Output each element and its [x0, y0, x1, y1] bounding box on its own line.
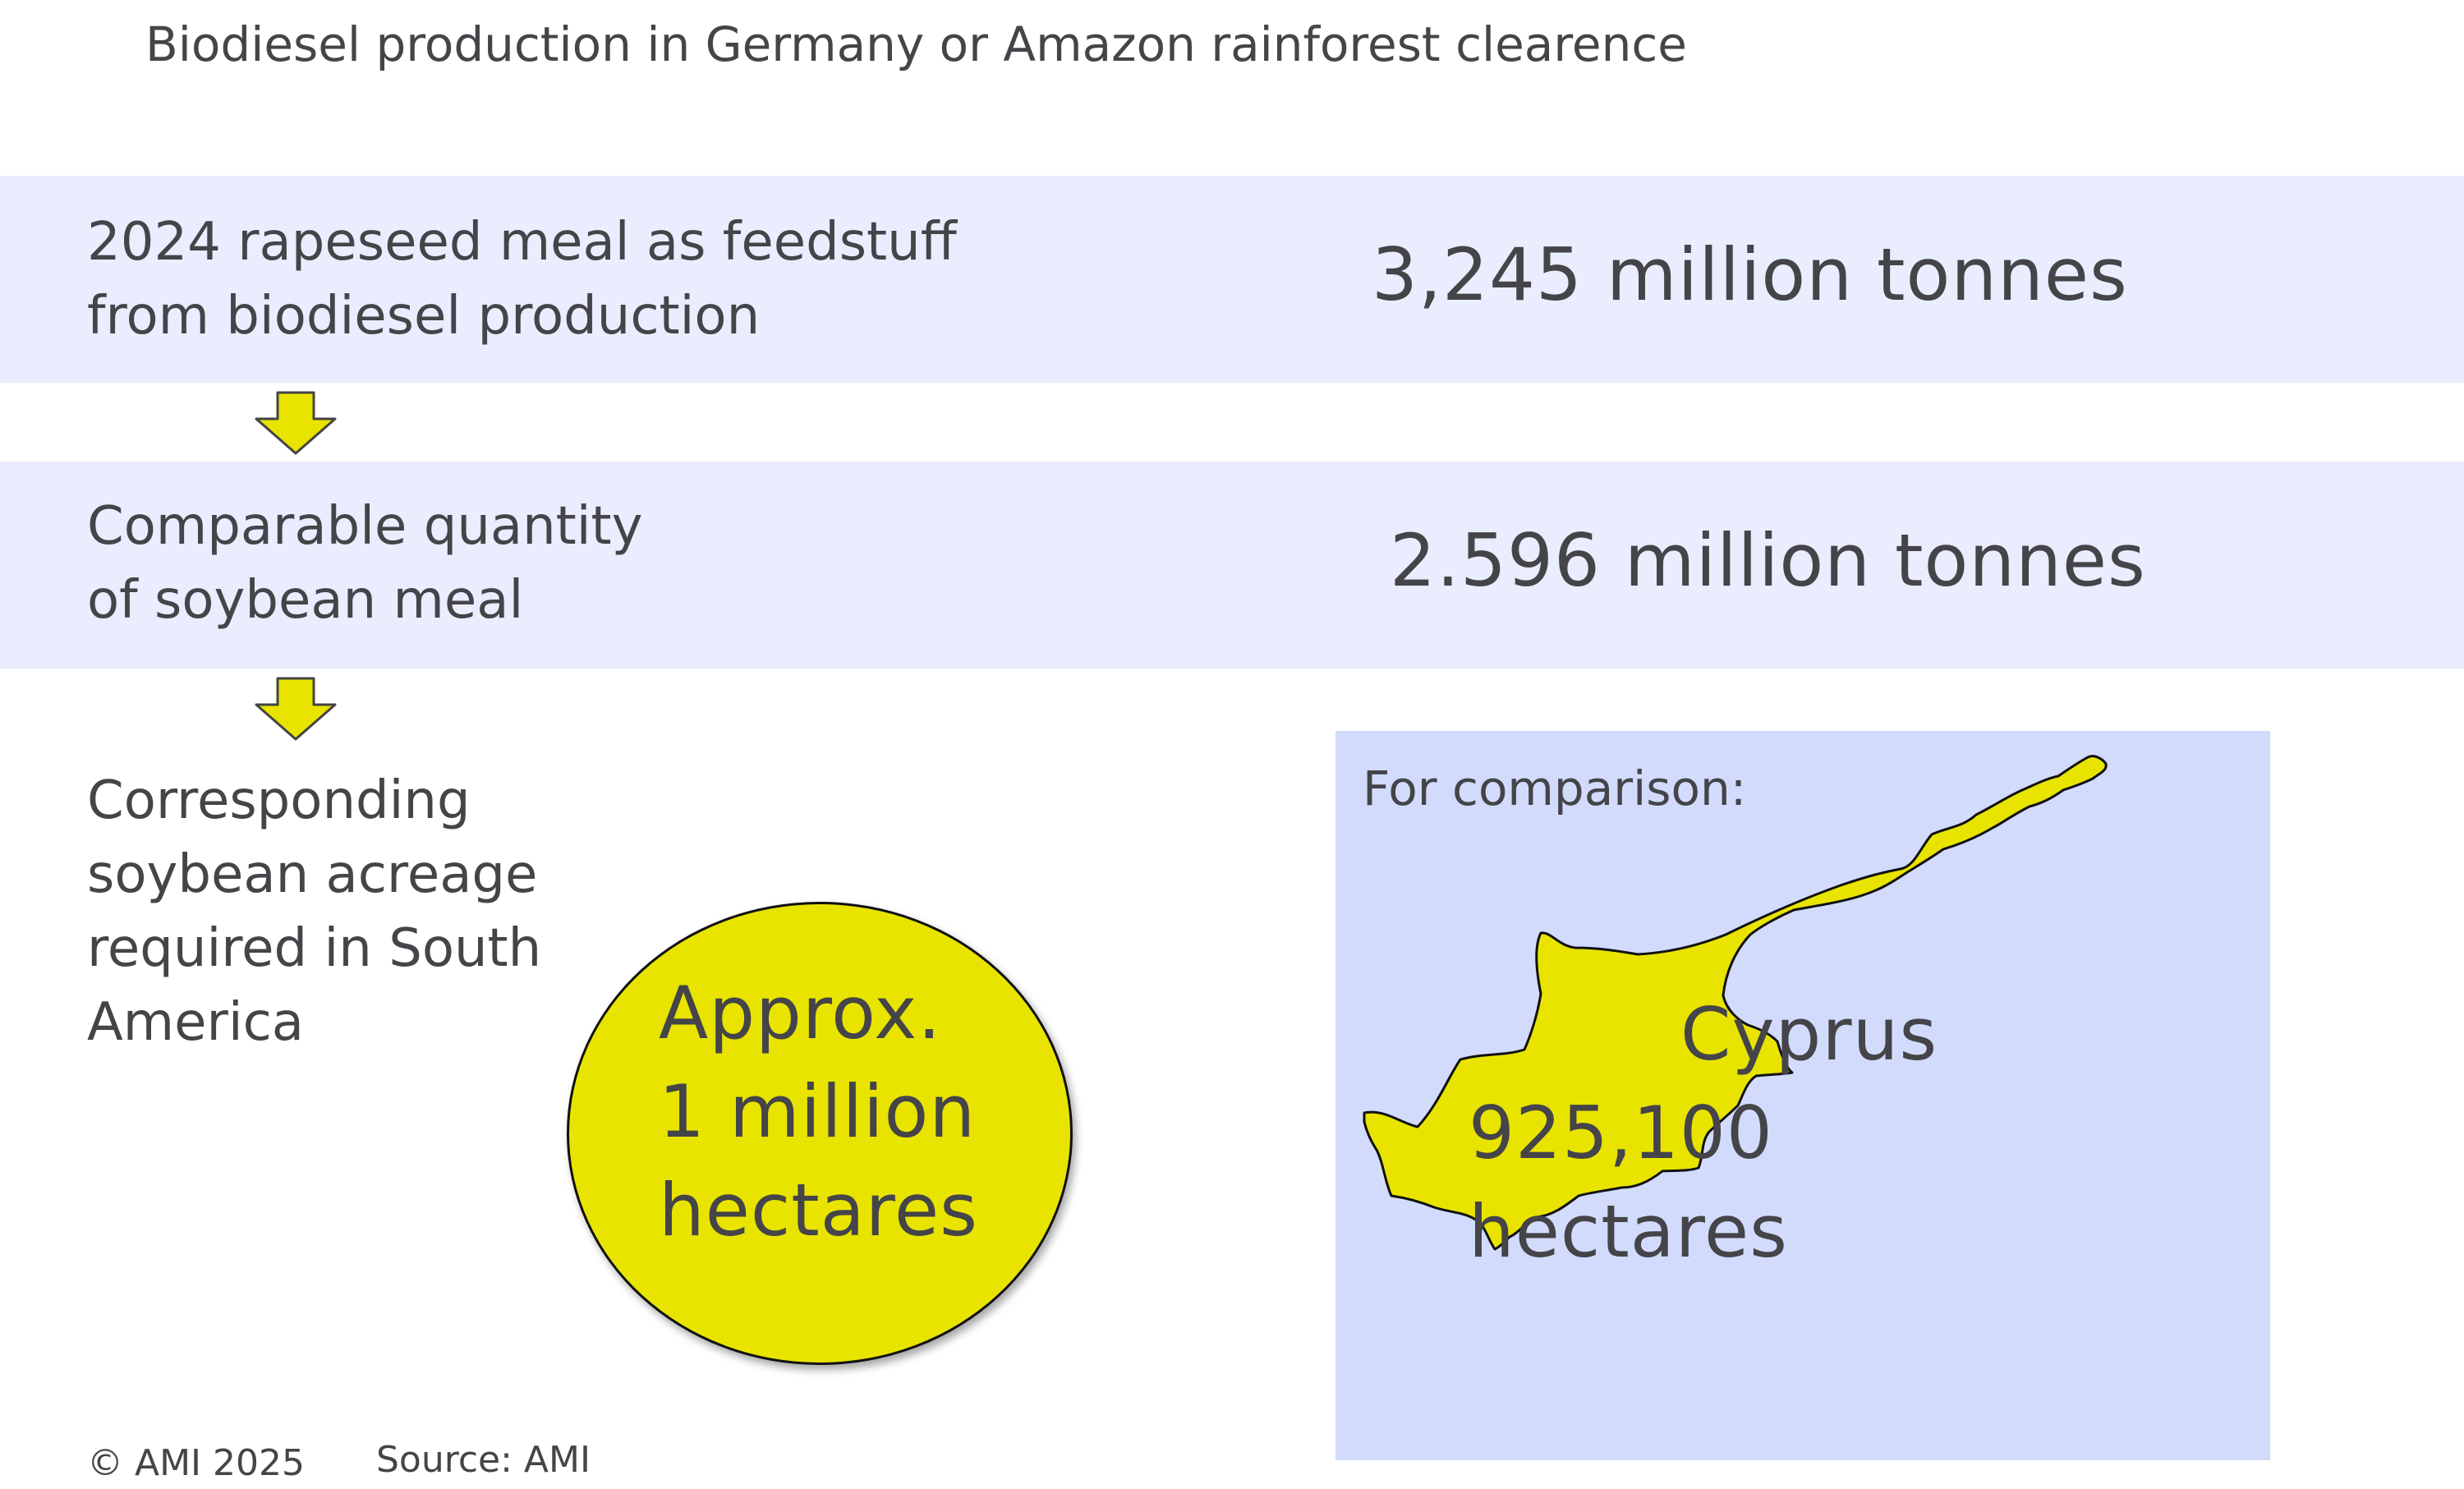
- soybean-meal-row: [0, 462, 2464, 669]
- acreage-label-line: soybean acreage: [87, 844, 538, 905]
- acreage-label: Corresponding soybean acreage required i…: [87, 764, 541, 1059]
- arrow-down-icon: [255, 391, 337, 455]
- page-title: Biodiesel production in Germany or Amazo…: [145, 16, 1687, 72]
- acreage-label-line: required in South: [87, 918, 542, 979]
- acreage-label-line: America: [87, 992, 304, 1053]
- acreage-circle: [567, 902, 1073, 1365]
- cyprus-area-line: hectares: [1469, 1189, 1788, 1274]
- rapeseed-label-line1: 2024 rapeseed meal as feedstuff: [87, 212, 957, 273]
- comparison-label: For comparison:: [1363, 761, 1747, 816]
- cyprus-area-line: 925,100: [1469, 1091, 1773, 1175]
- acreage-label-line: Corresponding: [87, 770, 471, 831]
- soybean-meal-label-line2: of soybean meal: [87, 570, 524, 631]
- cyprus-area: 925,100 hectares: [1469, 1084, 1788, 1281]
- acreage-value-line: hectares: [659, 1168, 978, 1252]
- rapeseed-value: 3,245 million tonnes: [1372, 232, 2128, 317]
- rapeseed-row: [0, 176, 2464, 383]
- source: Source: AMI: [376, 1439, 591, 1481]
- acreage-value-line: 1 million: [659, 1069, 977, 1154]
- acreage-value: Approx. 1 million hectares: [659, 964, 978, 1260]
- copyright: © AMI 2025: [87, 1442, 305, 1484]
- rapeseed-label-line2: from biodiesel production: [87, 286, 761, 347]
- soybean-meal-value: 2.596 million tonnes: [1390, 518, 2146, 603]
- rapeseed-label: 2024 rapeseed meal as feedstuff from bio…: [87, 205, 957, 353]
- soybean-meal-label: Comparable quantity of soybean meal: [87, 489, 643, 637]
- acreage-value-line: Approx.: [659, 971, 942, 1055]
- arrow-down-icon: [255, 677, 337, 741]
- cyprus-name: Cyprus: [1680, 992, 1938, 1077]
- soybean-meal-label-line1: Comparable quantity: [87, 496, 643, 557]
- cyprus-map-icon: [1363, 755, 2108, 1251]
